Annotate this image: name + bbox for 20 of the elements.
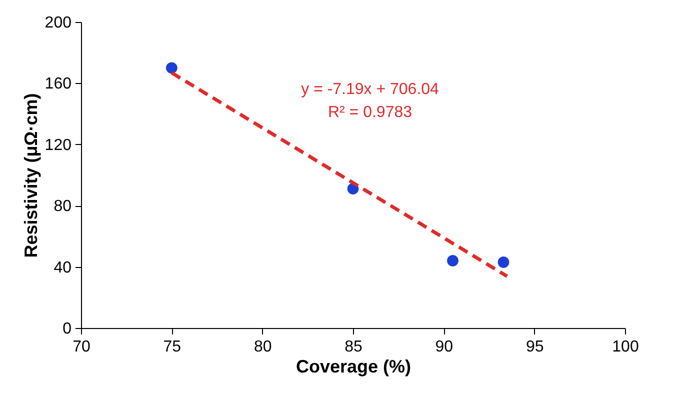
x-axis-title: Coverage (%)	[296, 356, 412, 376]
y-axis-title: Resistivity (μΩ·cm)	[20, 93, 41, 258]
y-tick-label: 80	[54, 198, 72, 216]
y-tick-label: 40	[54, 259, 72, 276]
x-tick-label: 70	[72, 338, 90, 356]
x-tick-label: 90	[435, 338, 454, 356]
annotation: R² = 0.9783	[328, 104, 412, 121]
point	[166, 62, 178, 74]
y-tick-label: 120	[44, 136, 72, 154]
x-tick-label: 85	[344, 338, 362, 356]
x-tick-label: 75	[163, 338, 182, 356]
point	[498, 256, 510, 268]
x-tick-label: 100	[612, 338, 639, 356]
x-tick-label: 95	[526, 338, 544, 356]
y-tick-label: 200	[44, 14, 72, 32]
annotation: y = -7.19x + 706.04	[301, 81, 440, 98]
point	[447, 254, 458, 266]
y-tick-label: 160	[44, 76, 72, 93]
x-tick-label: 80	[254, 338, 272, 356]
y-tick-label: 0	[62, 320, 72, 338]
